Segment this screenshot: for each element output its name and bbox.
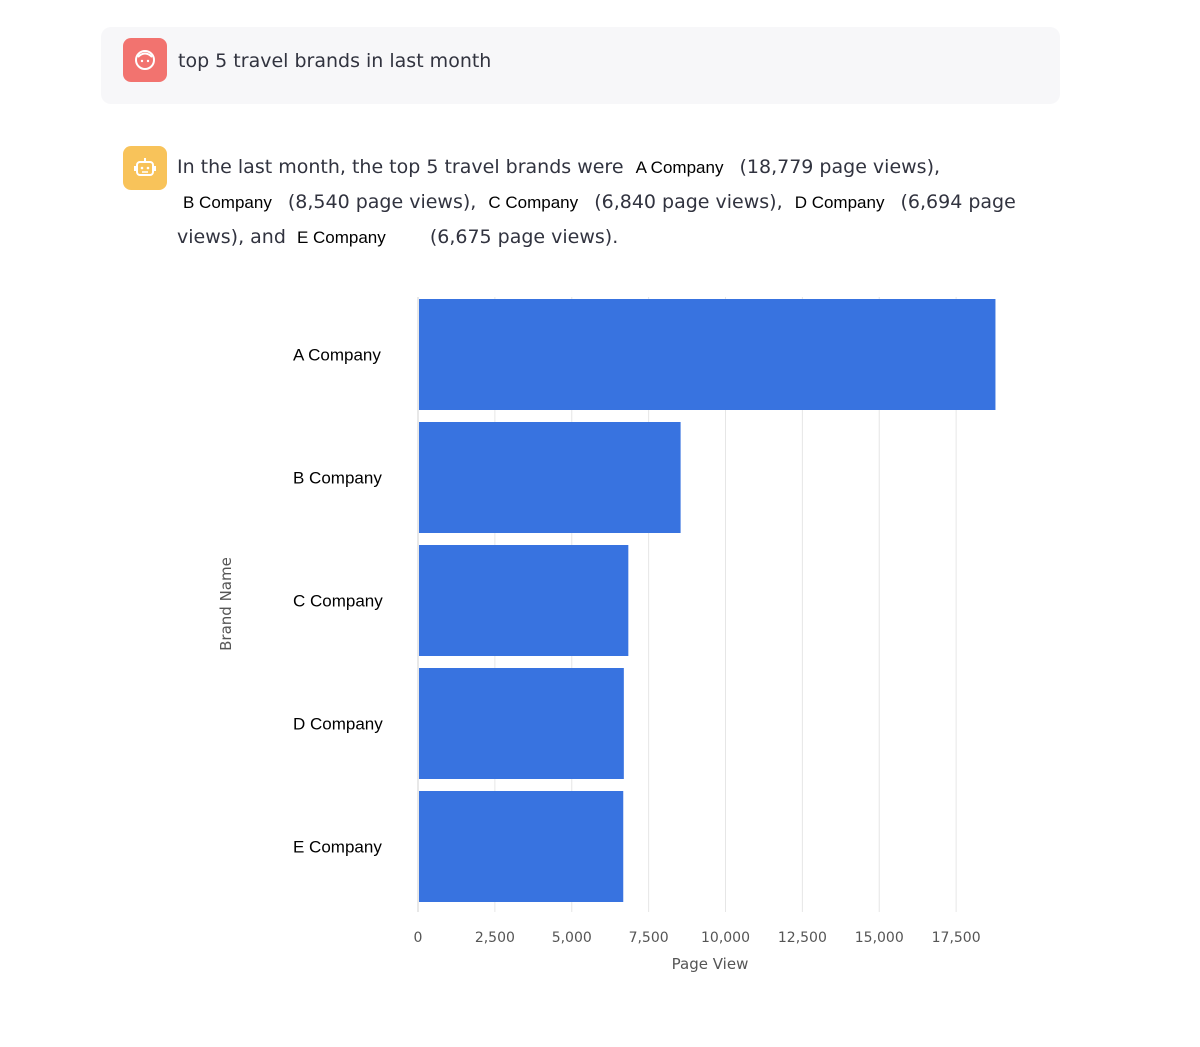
brand-count-c: (6,840 page views), <box>594 191 783 213</box>
bar-b-company[interactable] <box>419 422 681 533</box>
category-label: C Company <box>293 592 383 611</box>
brand-name-d: D Company <box>794 193 885 212</box>
x-tick-label: 10,000 <box>701 930 750 946</box>
brand-count-b: (8,540 page views), <box>287 191 477 213</box>
chart-category-labels: A Company B Company C Company D Company E Co… <box>293 346 383 857</box>
x-tick-label: 5,000 <box>552 930 592 946</box>
x-tick-label: 17,500 <box>932 930 981 946</box>
user-face-icon <box>135 50 155 70</box>
bar-e-company[interactable] <box>419 791 624 902</box>
chart-x-tick-labels: 0 2,500 5,000 7,500 10,000 12,500 15,000 17,500 <box>414 930 981 946</box>
assistant-avatar <box>123 146 167 190</box>
category-label: B Company <box>293 469 382 488</box>
brand-count-d: (6,694 page views), and <box>177 191 1016 248</box>
x-tick-label: 12,500 <box>778 930 827 946</box>
y-axis-title: Brand Name <box>217 557 235 651</box>
x-tick-label: 2,500 <box>475 930 515 946</box>
user-message-text: top 5 travel brands in last month <box>178 50 492 72</box>
category-label: D Company <box>293 715 383 734</box>
robot-icon <box>134 158 156 176</box>
brand-name-c: C Company <box>488 193 579 212</box>
chart-bars <box>419 299 996 902</box>
assistant-intro: In the last month, the top 5 travel bran… <box>177 156 624 178</box>
x-tick-label: 7,500 <box>629 930 669 946</box>
brand-name-b: B Company <box>183 193 272 212</box>
brand-name-a: A Company <box>635 158 724 177</box>
bar-a-company[interactable] <box>419 299 996 410</box>
assistant-message-text: In the last month, the top 5 travel bran… <box>177 150 1037 255</box>
user-avatar <box>123 38 167 82</box>
user-message: top 5 travel brands in last month <box>101 27 1060 104</box>
brand-count-e: (6,675 page views). <box>429 226 619 248</box>
x-tick-label: 15,000 <box>855 930 904 946</box>
x-axis-title: Page View <box>672 955 749 973</box>
bar-c-company[interactable] <box>419 545 629 656</box>
bar-d-company[interactable] <box>419 668 624 779</box>
category-label: A Company <box>293 346 381 365</box>
x-tick-label: 0 <box>414 930 423 946</box>
brand-name-e: E Company <box>296 228 386 247</box>
brand-count-a: (18,779 page views), <box>739 156 941 178</box>
category-label: E Company <box>293 838 382 857</box>
